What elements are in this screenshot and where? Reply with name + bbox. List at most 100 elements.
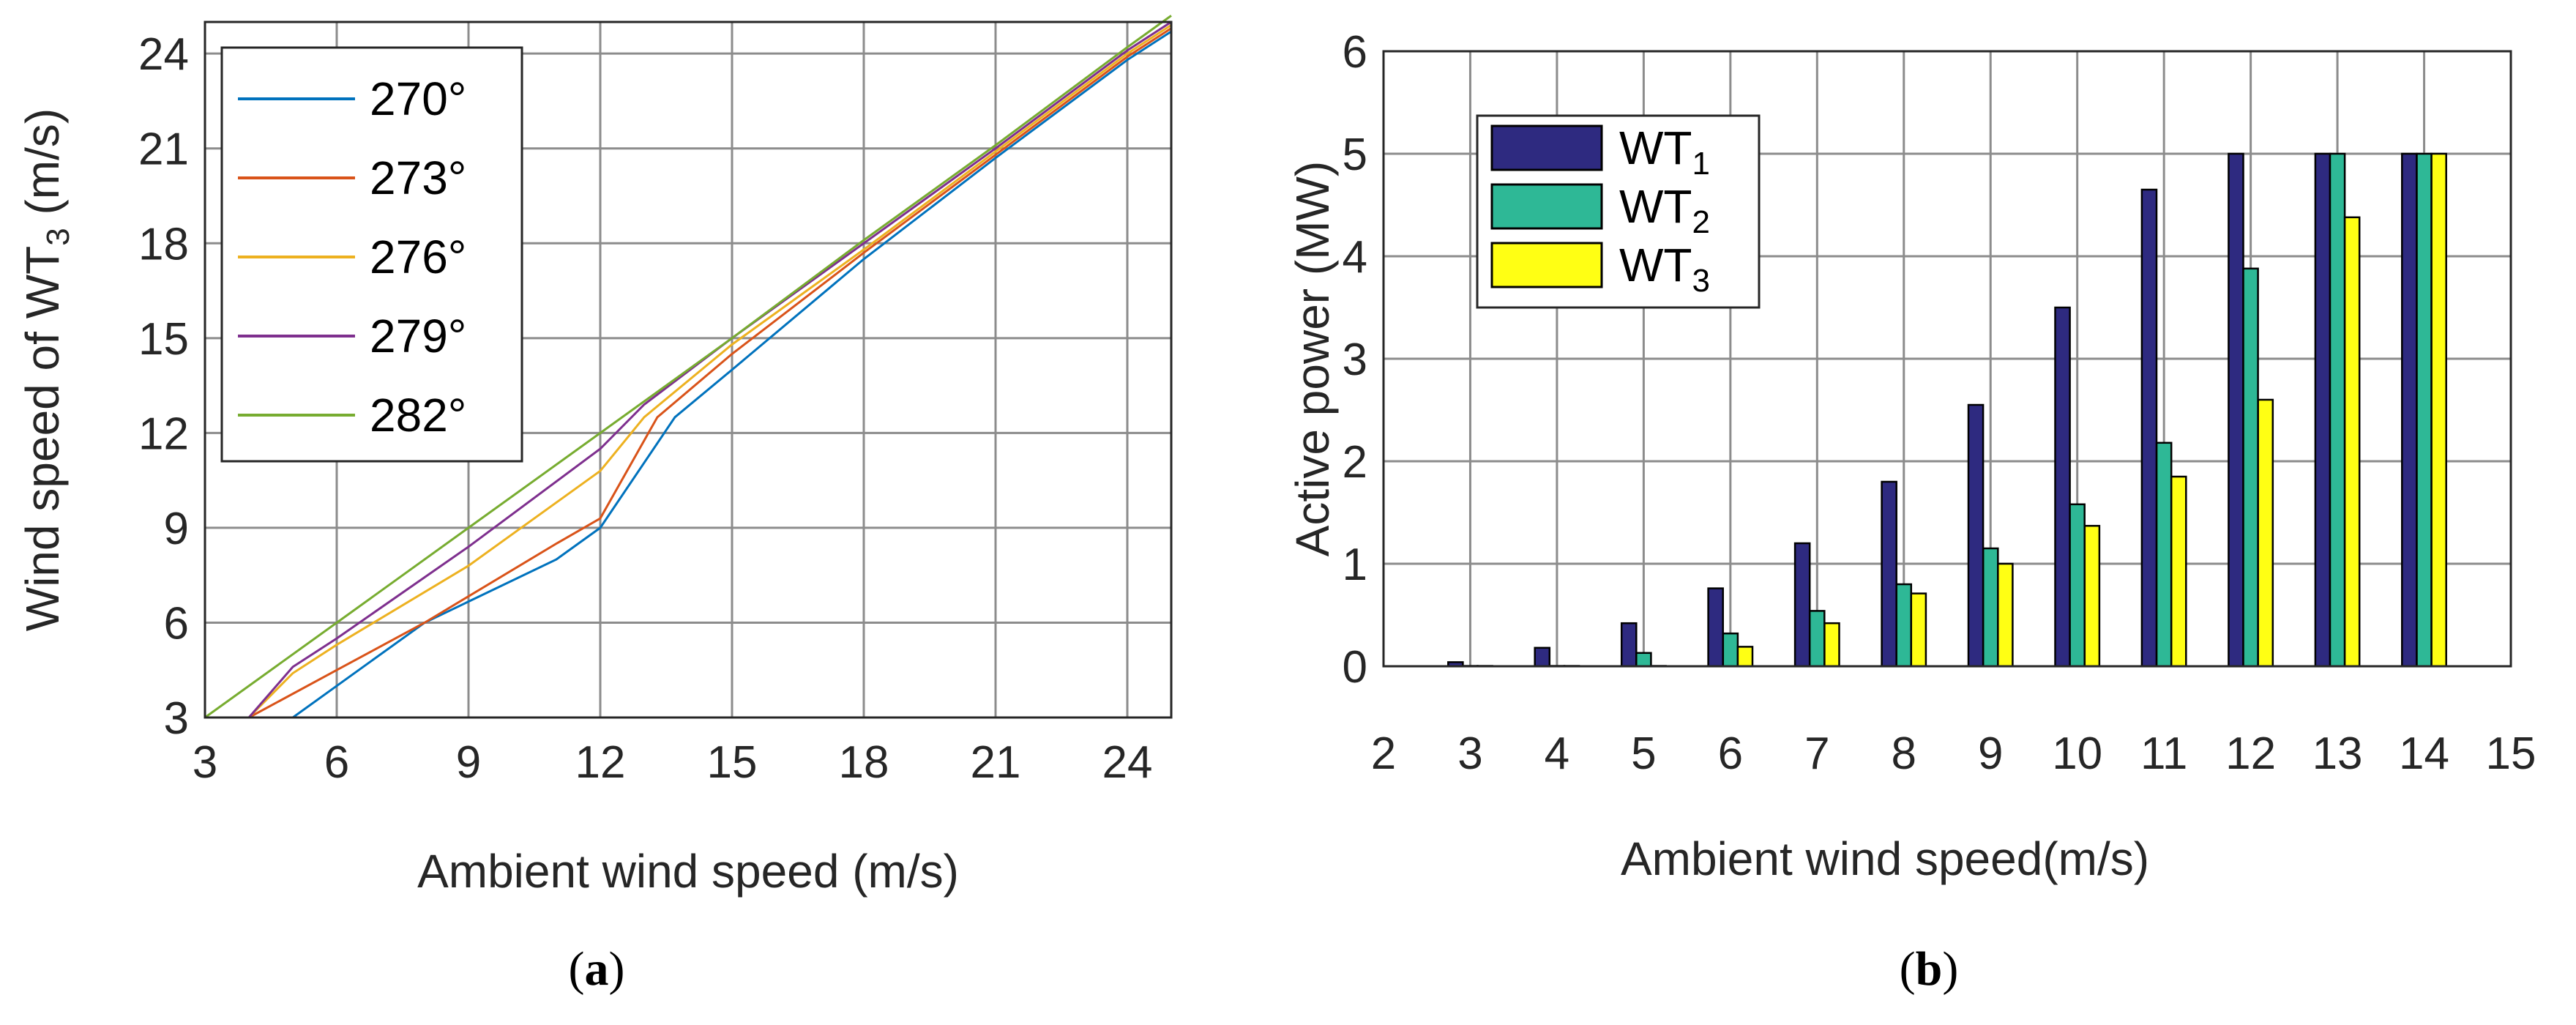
bar-wt1 — [1881, 480, 1897, 668]
x-tick-label: 15 — [2486, 728, 2536, 779]
axes-frame — [204, 20, 1173, 719]
legend-label: 270° — [370, 72, 466, 125]
y-tick-label: 0 — [1343, 642, 1367, 693]
bar-wt2 — [1722, 632, 1739, 668]
y-tick-labels: 3 6 9 12 15 18 21 24 — [138, 29, 189, 744]
bar-wt1 — [1793, 542, 1811, 668]
y-tick-label: 3 — [164, 693, 189, 744]
series-line-1 — [292, 30, 1172, 719]
legend-box — [220, 46, 523, 463]
bar-wt1 — [2228, 152, 2244, 668]
bar-wt1 — [1534, 646, 1551, 668]
y-tick-label: 3 — [1343, 335, 1367, 385]
x-tick-label: 6 — [324, 737, 349, 788]
x-axis-label: Ambient wind speed(m/s) — [1621, 832, 2149, 885]
caption-b: (b) — [1900, 942, 1959, 996]
x-axis-label: Ambient wind speed (m/s) — [417, 845, 959, 898]
x-tick-label: 10 — [2052, 728, 2102, 779]
bar-wt3 — [2343, 216, 2361, 668]
y-tick-label: 2 — [1343, 437, 1367, 488]
bar-wt3 — [2083, 524, 2101, 668]
legend-label: 282° — [370, 389, 466, 441]
legend: 270° 273° 276° 279° 282° — [220, 46, 523, 463]
x-tick-label: 14 — [2399, 728, 2449, 779]
x-tick-label: 9 — [1978, 728, 2003, 779]
bar-wt1 — [1707, 587, 1724, 668]
legend-label: 279° — [370, 310, 466, 362]
y-tick-label: 15 — [138, 314, 189, 365]
bars — [1447, 152, 2447, 668]
line-chart-panel: 3 6 9 12 15 18 21 24 3 6 9 12 15 18 21 24 Ambient wind… — [16, 15, 1173, 996]
x-tick-label: 13 — [2312, 728, 2363, 779]
bar-wt2 — [2155, 441, 2173, 668]
y-tick-label: 4 — [1343, 232, 1367, 283]
bar-wt2 — [2416, 152, 2433, 668]
y-axis-label: Active power (MW) — [1286, 161, 1339, 557]
y-tick-label: 18 — [138, 219, 189, 269]
x-tick-label: 9 — [456, 737, 481, 788]
legend-swatch — [1490, 242, 1603, 288]
bar-wt3 — [1910, 592, 1927, 668]
x-tick-label: 3 — [193, 737, 217, 788]
bar-wt2 — [2329, 152, 2346, 668]
caption-a: (a) — [569, 942, 625, 996]
bar-wt2 — [1982, 547, 1999, 668]
bar-wt1 — [1967, 403, 1985, 668]
x-tick-label: 18 — [839, 737, 889, 788]
series-line-5 — [204, 15, 1172, 719]
bar-wt2 — [2069, 503, 2086, 668]
y-tick-label: 6 — [164, 598, 189, 649]
bar-wt3 — [1997, 562, 2014, 668]
x-tick-label: 24 — [1102, 737, 1153, 788]
bar-wt2 — [2242, 267, 2259, 668]
series-lines — [204, 15, 1172, 719]
y-tick-label: 24 — [138, 29, 189, 80]
x-tick-label: 21 — [971, 737, 1021, 788]
y-tick-label: 12 — [138, 409, 189, 459]
bar-wt2 — [1895, 583, 1913, 668]
bar-wt3 — [2257, 398, 2274, 668]
legend-label: 276° — [370, 231, 466, 283]
bar-wt1 — [1620, 622, 1638, 668]
bar-wt3 — [2430, 152, 2447, 668]
x-tick-label: 5 — [1631, 728, 1656, 779]
x-tick-label: 3 — [1457, 728, 1482, 779]
x-tick-label: 11 — [2140, 728, 2187, 779]
x-tick-label: 2 — [1371, 728, 1396, 779]
x-tick-label: 12 — [575, 737, 626, 788]
y-tick-label: 1 — [1343, 540, 1367, 590]
bar-wt3 — [1823, 622, 1840, 668]
x-tick-label: 4 — [1545, 728, 1569, 779]
series-line-3 — [247, 24, 1172, 719]
legend-label: WT1 — [1619, 122, 1710, 182]
x-tick-labels: 3 6 9 12 15 18 21 24 — [193, 737, 1153, 788]
bar-wt2 — [1635, 652, 1652, 668]
y-axis-label: Wind speed of WT3 (m/s) — [16, 108, 76, 631]
bar-wt1 — [2054, 306, 2071, 668]
bar-wt3 — [2170, 475, 2187, 668]
bar-wt2 — [1808, 610, 1826, 668]
x-tick-label: 8 — [1892, 728, 1916, 779]
series-line-4 — [247, 20, 1172, 718]
x-tick-label: 15 — [707, 737, 758, 788]
x-tick-labels: 2 3 4 5 6 7 8 9 10 11 12 13 14 15 — [1371, 728, 2536, 779]
y-tick-label: 21 — [138, 124, 189, 175]
legend-swatch — [1490, 124, 1603, 171]
y-tick-label: 5 — [1343, 130, 1367, 180]
legend-label: WT2 — [1619, 180, 1710, 240]
y-tick-label: 9 — [164, 504, 189, 554]
x-tick-label: 12 — [2225, 728, 2276, 779]
axes-frame — [1382, 50, 2512, 668]
x-tick-label: 6 — [1718, 728, 1743, 779]
bar-wt1 — [2401, 152, 2418, 668]
bar-wt3 — [1736, 646, 1754, 668]
legend-label: WT3 — [1619, 239, 1710, 299]
series-line-2 — [248, 27, 1172, 719]
legend-label: 273° — [370, 152, 466, 204]
x-tick-label: 7 — [1804, 728, 1829, 779]
bar-wt1 — [2314, 152, 2332, 668]
bar-wt1 — [2140, 188, 2158, 668]
